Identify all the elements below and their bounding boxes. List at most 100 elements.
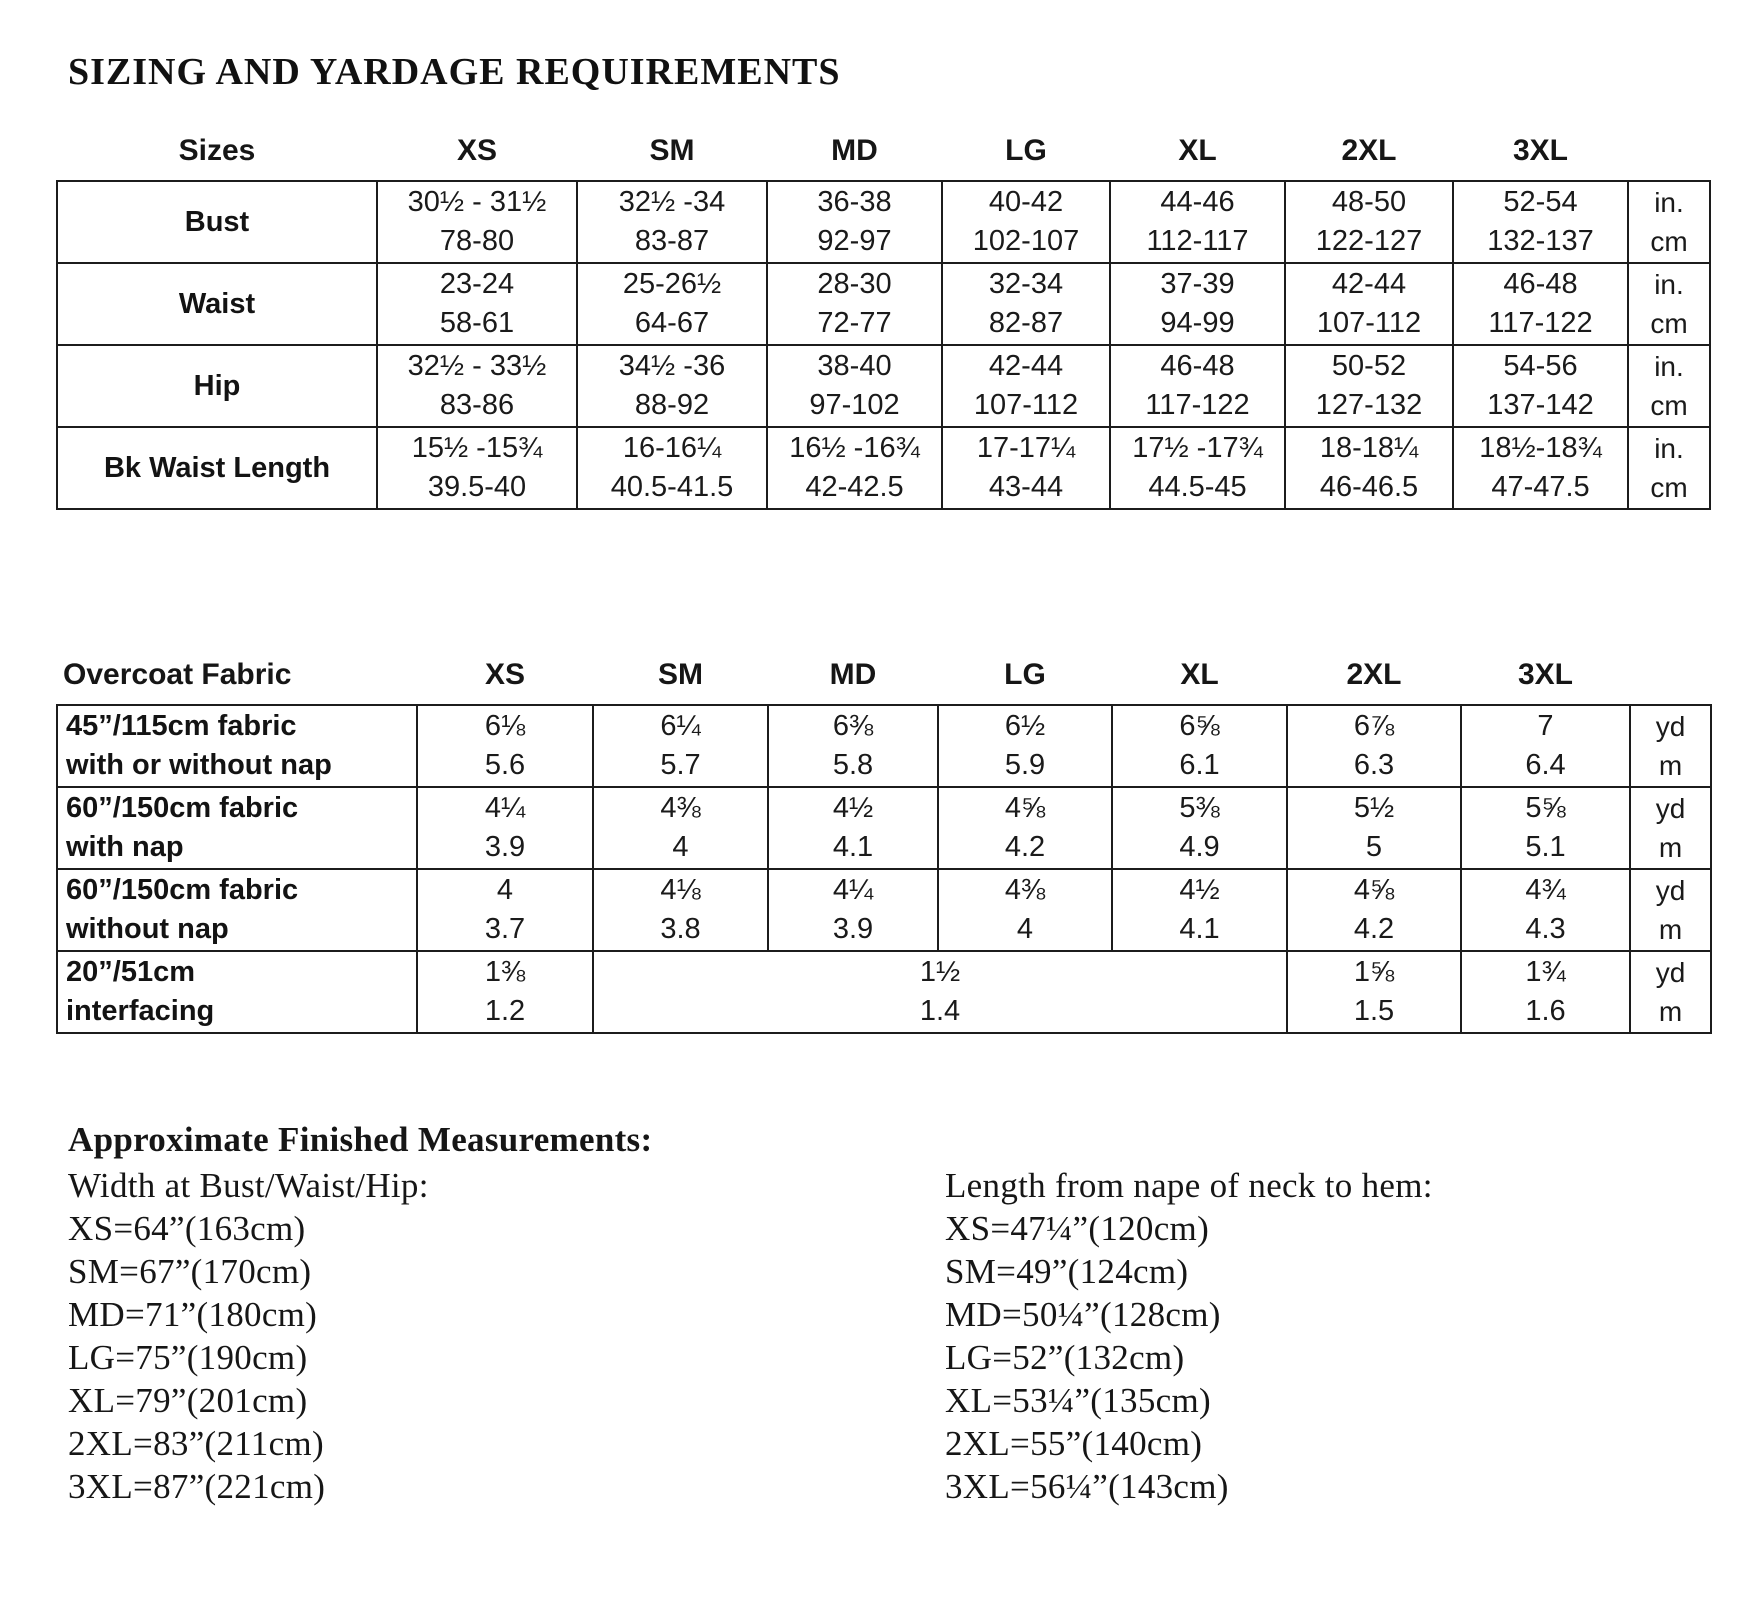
fabric-table: Overcoat Fabric XS SM MD LG XL 2XL 3XL 45”/115c… <box>56 658 1712 1034</box>
cell-line: 4⅛ <box>660 874 701 906</box>
row-label: Bust <box>56 180 378 264</box>
cell-line: 4¼ <box>484 792 526 824</box>
cell-line: in. <box>1654 351 1684 382</box>
table-cell: 36-38 92-97 <box>766 180 943 264</box>
cell-line: 34½ -36 <box>618 350 726 382</box>
cell-line: 40.5-41.5 <box>610 471 734 503</box>
finished-measurements-heading: Approximate Finished Measurements: <box>68 1120 653 1159</box>
units-cell: in. cm <box>1627 426 1711 510</box>
cell-line: m <box>1658 750 1683 781</box>
cell-line: 6⅜ <box>832 710 874 742</box>
row-label: 20”/51cm interfacing <box>56 950 418 1034</box>
cell-line: 43-44 <box>988 471 1064 503</box>
table-cell: 25-26½ 64-67 <box>576 262 768 346</box>
cell-line: 48-50 <box>1331 186 1407 218</box>
table-cell: 18-18¼ 46-46.5 <box>1284 426 1454 510</box>
cell-line: 127-132 <box>1315 389 1423 421</box>
table-cell: 15½ -15¾ 39.5-40 <box>376 426 578 510</box>
cell-line: 45”/115cm fabric <box>66 710 297 742</box>
cell-line: 4¾ <box>1525 874 1566 906</box>
column-header-2xl: 2XL <box>1341 134 1397 167</box>
cell-line: 83-86 <box>439 389 515 421</box>
cell-line: with or without nap <box>66 749 332 781</box>
cell-line: 3.9 <box>832 913 874 945</box>
cell-line: Bk Waist Length <box>103 451 331 484</box>
cell-line: 44.5-45 <box>1148 471 1247 503</box>
measurement-line: SM=67”(170cm) <box>68 1252 312 1291</box>
cell-line: 6⅞ <box>1353 710 1395 742</box>
table-cell: 4½ 4.1 <box>1111 868 1288 952</box>
cell-line: 4⅝ <box>1004 792 1046 824</box>
table-row: 60”/150cm fabric with nap 4¼ 3.9 4⅜ 4 4½ 4.1 4⅝ 4… <box>56 786 1712 870</box>
table-cell: 6⅞ 6.3 <box>1286 704 1462 788</box>
table-cell: 6⅜ 5.8 <box>767 704 939 788</box>
table-cell: 6⅛ 5.6 <box>416 704 594 788</box>
units-cell: yd m <box>1629 868 1712 952</box>
cell-line: 60”/150cm fabric <box>66 874 299 906</box>
cell-line: cm <box>1650 472 1688 503</box>
cell-line: 5⅝ <box>1525 792 1566 824</box>
column-header-sizes: Sizes <box>178 134 256 167</box>
column-header-lg: LG <box>1004 658 1046 691</box>
cell-line: 60”/150cm fabric <box>66 792 299 824</box>
cell-line: 94-99 <box>1160 307 1235 339</box>
table-cell: 17-17¼ 43-44 <box>941 426 1111 510</box>
table-cell: 1⅜ 1.2 <box>416 950 594 1034</box>
units-cell: yd m <box>1629 786 1712 870</box>
cell-line: 4 <box>672 831 689 863</box>
units-cell: yd m <box>1629 950 1712 1034</box>
cell-line: 4½ <box>1179 874 1220 906</box>
cell-line: 88-92 <box>634 389 710 421</box>
table-cell: 23-24 58-61 <box>376 262 578 346</box>
cell-line: 1.6 <box>1525 995 1566 1027</box>
cell-line: 4 <box>1016 913 1034 945</box>
column-header-sm: SM <box>658 658 703 691</box>
measurement-line: XL=53¼”(135cm) <box>945 1381 1211 1420</box>
cell-line: 117-122 <box>1488 307 1593 339</box>
cell-line: 4.3 <box>1525 913 1566 945</box>
cell-line: 36-38 <box>817 186 892 218</box>
cell-line: 4½ <box>832 792 874 824</box>
table-row: 45”/115cm fabric with or without nap 6⅛ 5.6… <box>56 704 1712 788</box>
table-cell: 4 3.7 <box>416 868 594 952</box>
cell-line: cm <box>1650 390 1688 421</box>
measurement-line: XL=79”(201cm) <box>68 1381 308 1420</box>
table-cell: 4¼ 3.9 <box>416 786 594 870</box>
cell-line: 3.9 <box>484 831 526 863</box>
cell-line: 6.3 <box>1353 749 1395 781</box>
cell-line: 54-56 <box>1503 350 1578 382</box>
cell-line: yd <box>1655 957 1686 988</box>
table-cell: 7 6.4 <box>1460 704 1631 788</box>
cell-line: 16½ -16¾ <box>789 432 920 464</box>
table-cell: 16½ -16¾ 42-42.5 <box>766 426 943 510</box>
cell-line: yd <box>1655 875 1686 906</box>
table-cell: 4¾ 4.3 <box>1460 868 1631 952</box>
cell-line: 1.2 <box>484 995 526 1027</box>
column-header-lg: LG <box>1005 134 1047 167</box>
column-header-units <box>1628 134 1710 181</box>
table-cell: 52-54 132-137 <box>1452 180 1629 264</box>
table-cell: 32½ -34 83-87 <box>576 180 768 264</box>
measurement-line: XS=47¼”(120cm) <box>945 1209 1210 1248</box>
fabric-table-body: 45”/115cm fabric with or without nap 6⅛ 5.6… <box>56 704 1712 1034</box>
column-header-xs: XS <box>484 658 526 691</box>
size-table: Sizes XS SM MD LG XL 2XL 3XL Bust 30½ - 31½ 78-80… <box>56 134 1711 510</box>
cell-line: interfacing <box>66 995 215 1027</box>
table-cell: 32½ - 33½ 83-86 <box>376 344 578 428</box>
cell-line: 1⅝ <box>1353 956 1395 988</box>
cell-line: 5.6 <box>484 749 526 781</box>
table-cell: 5⅝ 5.1 <box>1460 786 1631 870</box>
cell-line: 92-97 <box>817 225 892 257</box>
cell-line: 107-112 <box>973 389 1079 421</box>
header-row: Overcoat Fabric XS SM MD LG XL 2XL 3XL <box>57 658 1711 705</box>
cell-line: 1¾ <box>1525 956 1566 988</box>
table-cell: 32-34 82-87 <box>941 262 1111 346</box>
cell-line: 117-122 <box>1145 389 1250 421</box>
cell-line: 4.1 <box>1179 913 1220 945</box>
cell-line: 58-61 <box>439 307 515 339</box>
cell-line: m <box>1658 832 1683 863</box>
row-label: Hip <box>56 344 378 428</box>
column-header-sm: SM <box>649 134 695 167</box>
table-cell: 4⅜ 4 <box>592 786 769 870</box>
